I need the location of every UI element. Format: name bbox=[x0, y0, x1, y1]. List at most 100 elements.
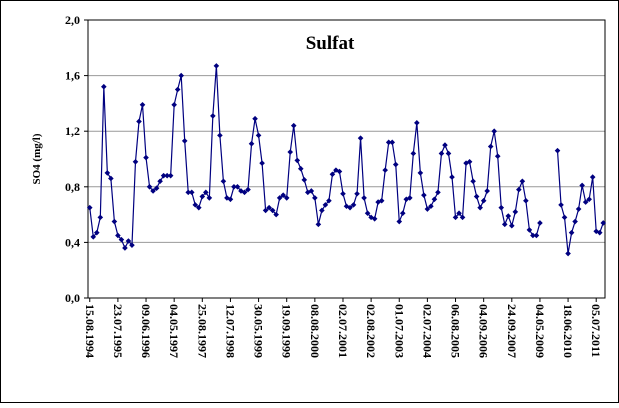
data-point bbox=[234, 184, 241, 190]
data-point bbox=[266, 204, 272, 211]
x-tick-label: 01.07.2003 bbox=[392, 304, 406, 358]
data-point bbox=[227, 196, 234, 203]
data-point bbox=[371, 215, 378, 222]
data-point bbox=[301, 177, 308, 183]
x-tick-label: 08.08.2000 bbox=[308, 304, 322, 358]
data-point bbox=[523, 197, 529, 204]
data-point bbox=[586, 196, 592, 203]
data-point bbox=[129, 242, 135, 248]
data-point bbox=[554, 147, 561, 154]
data-point bbox=[188, 189, 195, 196]
data-point bbox=[498, 204, 505, 211]
data-point bbox=[516, 186, 522, 193]
data-point bbox=[93, 229, 100, 236]
data-point bbox=[231, 184, 237, 190]
data-point bbox=[382, 167, 388, 173]
data-point bbox=[449, 174, 455, 180]
x-tick-label: 25.08.1997 bbox=[195, 304, 209, 358]
x-tick-label: 30.05.1999 bbox=[252, 304, 266, 358]
data-point bbox=[294, 157, 301, 164]
data-point bbox=[174, 86, 181, 93]
data-point bbox=[276, 195, 283, 201]
data-point bbox=[533, 232, 540, 239]
x-tick-label: 19.09.1999 bbox=[280, 304, 294, 358]
y-tick-label: 2,0 bbox=[65, 13, 80, 27]
data-point bbox=[273, 211, 279, 218]
data-point bbox=[505, 213, 512, 219]
data-point bbox=[213, 63, 220, 69]
data-point bbox=[491, 128, 498, 134]
y-tick-label: 1,6 bbox=[65, 69, 80, 83]
data-point bbox=[480, 197, 487, 204]
data-point bbox=[582, 199, 589, 205]
data-point bbox=[389, 139, 396, 146]
data-point bbox=[125, 238, 132, 244]
x-tick-label: 15.08.1994 bbox=[83, 304, 97, 358]
data-point bbox=[428, 203, 434, 210]
data-point bbox=[97, 214, 104, 221]
data-point bbox=[255, 132, 262, 139]
data-point bbox=[287, 149, 294, 155]
data-point bbox=[86, 204, 93, 211]
data-point bbox=[442, 142, 448, 148]
data-point bbox=[470, 178, 476, 185]
data-point bbox=[512, 209, 519, 215]
x-tick-label: 06.08.2005 bbox=[449, 304, 463, 358]
data-point bbox=[424, 206, 431, 212]
data-point bbox=[477, 204, 483, 211]
x-tick-label: 05.07.2011 bbox=[589, 304, 603, 357]
data-point bbox=[407, 195, 413, 201]
data-point bbox=[438, 150, 445, 157]
data-point bbox=[561, 214, 568, 221]
data-point bbox=[456, 210, 462, 217]
data-point bbox=[146, 184, 153, 190]
data-point bbox=[252, 115, 258, 122]
data-point bbox=[283, 195, 290, 201]
data-point bbox=[575, 206, 582, 212]
data-point bbox=[463, 160, 469, 166]
data-point bbox=[220, 178, 227, 185]
data-point bbox=[259, 160, 265, 166]
data-point bbox=[378, 197, 385, 204]
data-point bbox=[417, 170, 424, 176]
data-point bbox=[392, 161, 399, 168]
data-point bbox=[181, 138, 188, 144]
data-point bbox=[210, 113, 216, 119]
x-tick-label: 09.06.1996 bbox=[139, 304, 153, 358]
y-axis-label: SO4 (mg/l) bbox=[31, 133, 43, 184]
data-point bbox=[530, 232, 536, 239]
data-point bbox=[347, 204, 353, 211]
data-point bbox=[579, 182, 585, 189]
data-point bbox=[157, 178, 163, 185]
data-point bbox=[297, 165, 304, 172]
data-point bbox=[171, 101, 177, 108]
data-point bbox=[132, 158, 139, 165]
data-point bbox=[195, 204, 202, 211]
data-point bbox=[262, 207, 269, 214]
data-point bbox=[101, 83, 107, 90]
y-tick-label: 0,4 bbox=[65, 235, 80, 249]
data-point bbox=[153, 185, 160, 191]
data-point bbox=[118, 236, 125, 243]
x-tick-label: 04.05.2009 bbox=[533, 304, 547, 358]
data-point bbox=[435, 189, 441, 196]
data-point bbox=[122, 245, 128, 251]
data-point bbox=[305, 189, 311, 196]
data-point bbox=[280, 192, 286, 198]
data-point bbox=[178, 72, 185, 79]
data-point bbox=[136, 118, 142, 125]
data-point bbox=[487, 143, 494, 150]
data-point bbox=[508, 222, 515, 229]
data-point bbox=[336, 168, 343, 175]
data-point bbox=[333, 167, 339, 173]
plot-area bbox=[87, 19, 606, 299]
x-tick-label: 02.07.2001 bbox=[336, 304, 350, 358]
data-point bbox=[108, 175, 114, 182]
data-point bbox=[143, 154, 149, 161]
data-point bbox=[340, 190, 346, 197]
data-point bbox=[343, 203, 350, 210]
data-point bbox=[319, 207, 325, 214]
data-point bbox=[452, 214, 459, 221]
